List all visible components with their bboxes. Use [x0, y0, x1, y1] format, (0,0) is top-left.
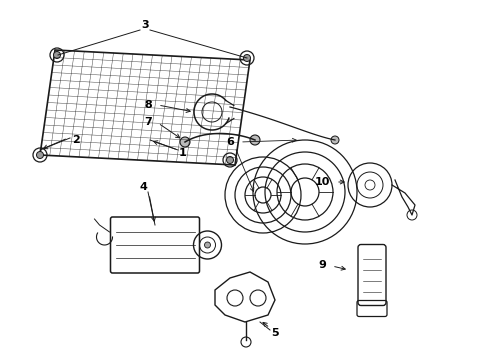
Text: 8: 8 — [144, 100, 152, 110]
Circle shape — [250, 135, 260, 145]
Text: 7: 7 — [144, 117, 152, 127]
Circle shape — [244, 54, 250, 62]
Circle shape — [36, 152, 44, 158]
Text: 1: 1 — [179, 148, 187, 158]
Text: 5: 5 — [271, 328, 279, 338]
Text: 6: 6 — [226, 137, 234, 147]
Circle shape — [53, 51, 60, 59]
Circle shape — [226, 157, 234, 163]
Text: 3: 3 — [141, 20, 149, 30]
Text: 2: 2 — [72, 135, 80, 145]
Text: 9: 9 — [318, 260, 326, 270]
Circle shape — [180, 137, 190, 147]
Text: 4: 4 — [139, 182, 147, 192]
Circle shape — [204, 242, 211, 248]
Circle shape — [331, 136, 339, 144]
Text: 10: 10 — [314, 177, 330, 187]
